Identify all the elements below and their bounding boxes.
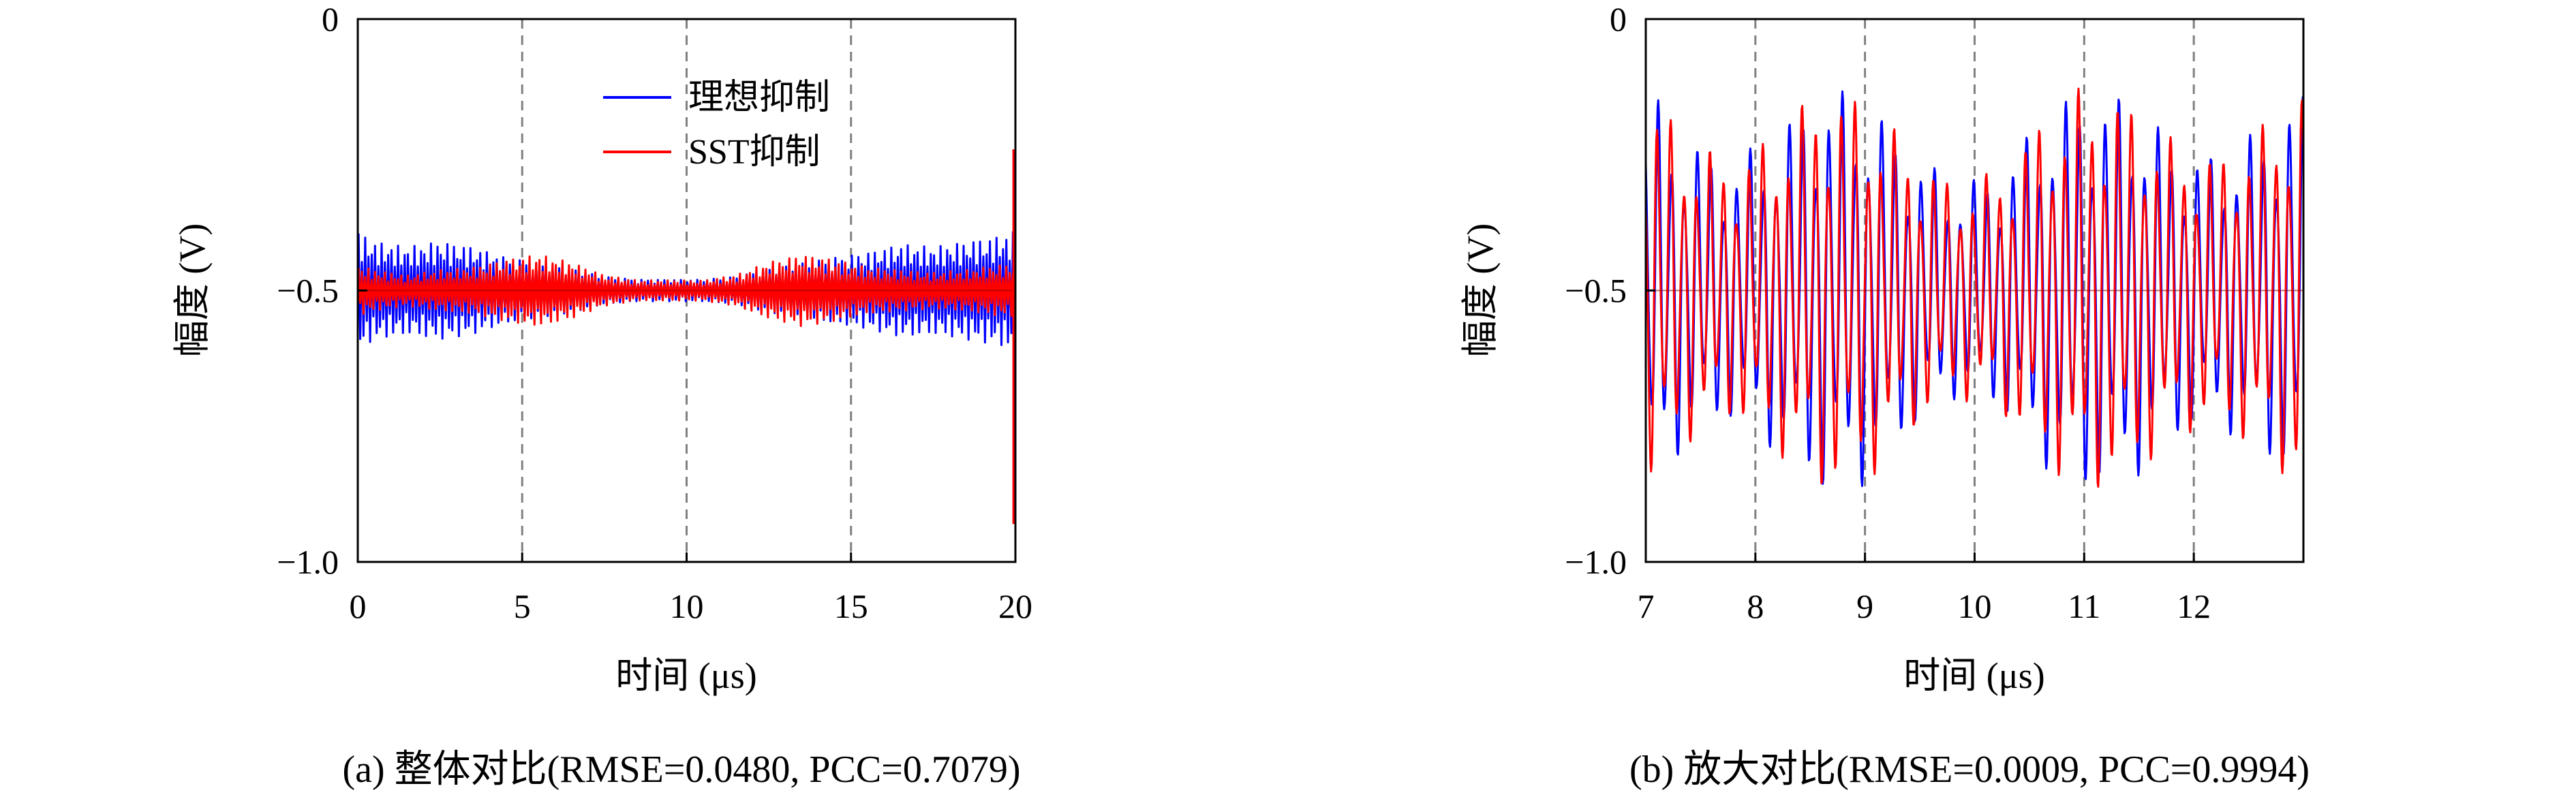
y-tick-label: 0 — [322, 0, 339, 38]
x-tick-label: 12 — [2177, 587, 2211, 625]
y-tick-label: −0.5 — [1565, 272, 1627, 310]
legend-label-ideal: 理想抑制 — [688, 78, 830, 117]
panel-a-grid — [521, 19, 853, 562]
y-tick-label: −0.5 — [277, 272, 339, 310]
panel-b-grid — [1754, 19, 2195, 562]
panel-a-chart: 0 5 10 15 20 0 −0.5 −1.0 理想抑制 SST抑制 时间 (μs) 幅度 … — [172, 0, 1032, 791]
x-tick-label: 8 — [1747, 587, 1764, 625]
x-tick-label: 9 — [1856, 587, 1873, 625]
panel-b-y-axis-label: 幅度 (V) — [1460, 223, 1501, 357]
series-line-sst — [356, 255, 1017, 328]
panel-b-chart: 7 8 9 10 11 12 0 −0.5 −1.0 时间 (μs) 幅度 (V) (b) 放大… — [1460, 0, 2310, 791]
panel-a-x-axis-label: 时间 (μs) — [615, 655, 756, 696]
panel-b-ticks: 7 8 9 10 11 12 0 −0.5 −1.0 — [1565, 0, 2211, 625]
x-tick-label: 10 — [670, 587, 704, 625]
panel-b-series-layer — [1644, 87, 2305, 488]
panel-a-y-axis-label: 幅度 (V) — [172, 223, 213, 357]
y-tick-label: −1.0 — [277, 543, 339, 581]
panel-a-caption: (a) 整体对比(RMSE=0.0480, PCC=0.7079) — [343, 749, 1021, 791]
x-tick-label: 0 — [350, 587, 367, 625]
x-tick-label: 20 — [998, 587, 1032, 625]
x-tick-label: 7 — [1638, 587, 1655, 625]
x-tick-label: 5 — [514, 587, 531, 625]
series-line-sst — [1644, 87, 2305, 488]
y-tick-label: −1.0 — [1565, 543, 1627, 581]
x-tick-label: 11 — [2068, 587, 2100, 625]
x-tick-label: 10 — [1958, 587, 1992, 625]
panel-b-x-axis-label: 时间 (μs) — [1903, 655, 2044, 696]
legend-label-sst: SST抑制 — [688, 133, 821, 172]
panel-b-caption: (b) 放大对比(RMSE=0.0009, PCC=0.9994) — [1629, 749, 2310, 791]
x-tick-label: 15 — [834, 587, 868, 625]
panel-a-series-layer — [356, 149, 1017, 524]
y-tick-label: 0 — [1610, 0, 1627, 38]
panel-a-legend: 理想抑制 SST抑制 — [603, 78, 830, 172]
panel-a-ticks: 0 5 10 15 20 0 −0.5 −1.0 — [277, 0, 1032, 625]
